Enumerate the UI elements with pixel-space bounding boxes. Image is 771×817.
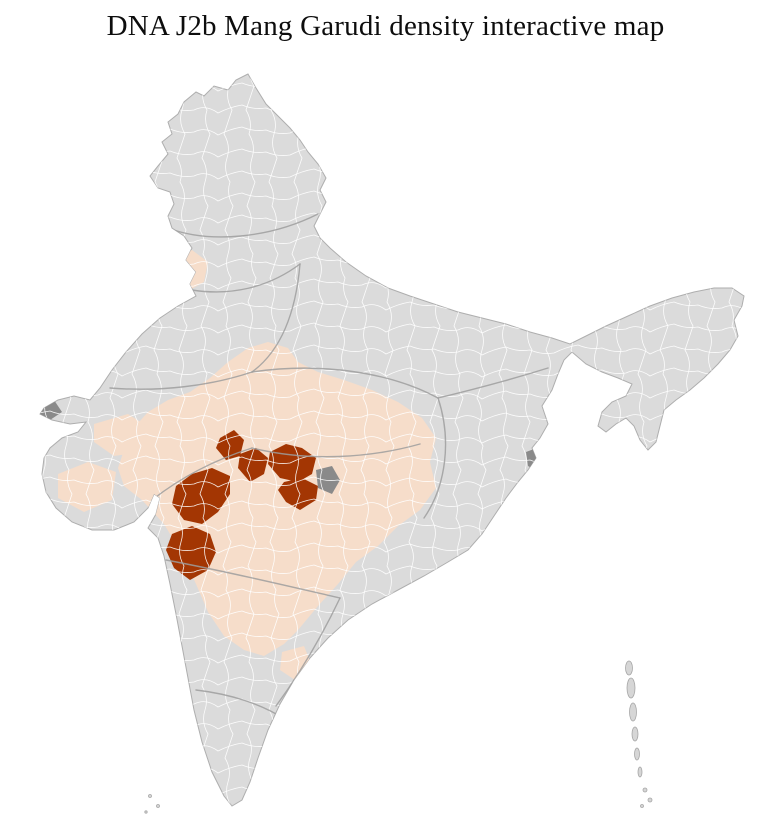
- state-border-line: [423, 397, 447, 519]
- island-shape[interactable]: [625, 660, 633, 676]
- island-shape[interactable]: [647, 797, 653, 803]
- island-shape[interactable]: [626, 677, 636, 699]
- state-border-line: [251, 443, 421, 458]
- page-title: DNA J2b Mang Garudi density interactive …: [106, 10, 665, 42]
- state-border-line: [151, 447, 253, 501]
- low-density-patch-north-gujarat[interactable]: [94, 414, 150, 456]
- low-density-band[interactable]: [118, 342, 436, 656]
- state-boundaries: [109, 213, 549, 721]
- state-border-line: [191, 263, 301, 293]
- island-shape[interactable]: [640, 804, 644, 808]
- island-shape[interactable]: [144, 810, 148, 814]
- island-shape[interactable]: [148, 794, 152, 798]
- island-shape[interactable]: [156, 804, 160, 808]
- island-shape[interactable]: [637, 766, 643, 778]
- high-density-district-6[interactable]: [166, 526, 216, 580]
- state-border-line: [437, 367, 549, 399]
- state-border-line: [275, 597, 341, 707]
- andaman-nicobar-islands[interactable]: [625, 660, 653, 808]
- state-border-line: [167, 213, 319, 238]
- state-border-line: [251, 367, 439, 399]
- island-shape[interactable]: [634, 747, 640, 761]
- state-border-line: [109, 371, 253, 390]
- island-shape[interactable]: [631, 726, 639, 742]
- island-shape[interactable]: [629, 702, 637, 722]
- state-border-line: [165, 559, 341, 599]
- low-density-patch-kathiawar[interactable]: [58, 462, 116, 512]
- lakshadweep-islands[interactable]: [144, 794, 160, 814]
- state-border-line: [251, 263, 301, 373]
- high-density-district-2[interactable]: [238, 448, 268, 482]
- high-density-district-4[interactable]: [278, 478, 318, 510]
- island-shape[interactable]: [642, 787, 648, 793]
